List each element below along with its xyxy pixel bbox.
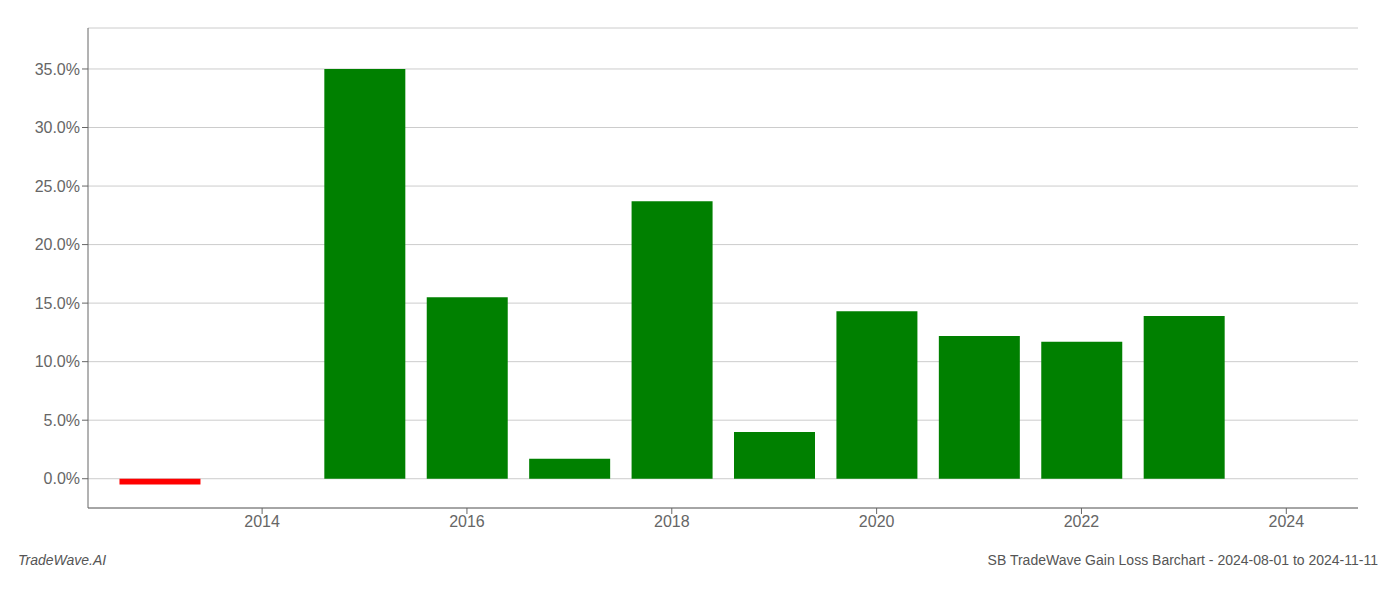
svg-text:2018: 2018 [654,513,690,530]
svg-text:35.0%: 35.0% [35,61,80,78]
svg-text:25.0%: 25.0% [35,178,80,195]
svg-text:2024: 2024 [1269,513,1305,530]
svg-text:30.0%: 30.0% [35,119,80,136]
html-text:TradeWave.AI: TradeWave.AI [18,552,107,568]
svg-text:20.0%: 20.0% [35,236,80,253]
html-text:SB TradeWave Gain Loss Barchar: SB TradeWave Gain Loss Barchart - 2024-0… [987,552,1378,568]
svg-text:10.0%: 10.0% [35,353,80,370]
svg-text:2022: 2022 [1064,513,1100,530]
svg-text:0.0%: 0.0% [44,470,80,487]
svg-text:15.0%: 15.0% [35,295,80,312]
svg-text:2014: 2014 [244,513,280,530]
svg-text:2020: 2020 [859,513,895,530]
svg-text:2016: 2016 [449,513,485,530]
svg-text:5.0%: 5.0% [44,412,80,429]
